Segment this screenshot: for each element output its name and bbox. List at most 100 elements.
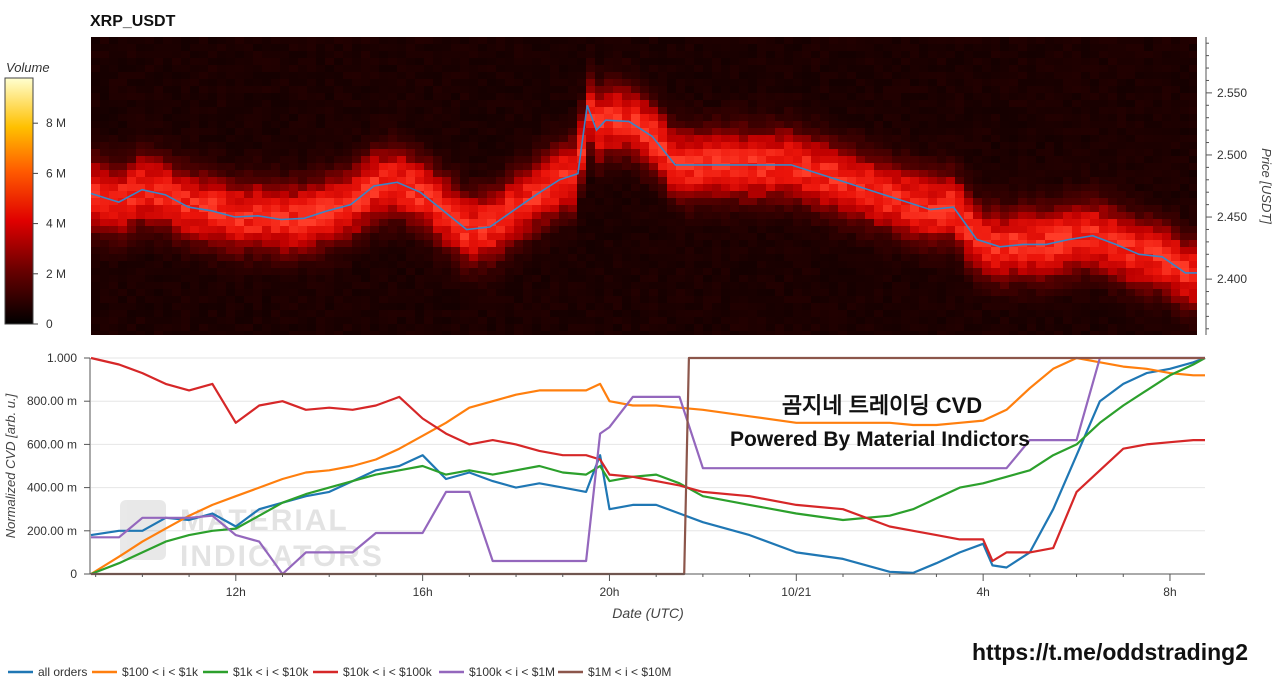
- heatmap-cell: [343, 275, 352, 282]
- heatmap-cell: [460, 275, 469, 282]
- heatmap-cell: [1027, 107, 1036, 114]
- heatmap-cell: [649, 177, 658, 184]
- heatmap-cell: [838, 289, 847, 296]
- heatmap-cell: [1126, 219, 1135, 226]
- heatmap-cell: [613, 324, 622, 331]
- heatmap-cell: [667, 219, 676, 226]
- heatmap-cell: [793, 324, 802, 331]
- heatmap-cell: [379, 79, 388, 86]
- heatmap-cell: [208, 107, 217, 114]
- heatmap-cell: [1090, 282, 1099, 289]
- heatmap-cell: [487, 212, 496, 219]
- heatmap-cell: [874, 282, 883, 289]
- heatmap-cell: [145, 205, 154, 212]
- heatmap-cell: [424, 240, 433, 247]
- heatmap-cell: [1000, 331, 1009, 335]
- heatmap-cell: [991, 212, 1000, 219]
- heatmap-cell: [1108, 212, 1117, 219]
- heatmap-cell: [505, 303, 514, 310]
- heatmap-cell: [802, 79, 811, 86]
- heatmap-cell: [883, 121, 892, 128]
- heatmap-cell: [775, 121, 784, 128]
- heatmap-cell: [748, 135, 757, 142]
- heatmap-cell: [829, 205, 838, 212]
- heatmap-cell: [514, 240, 523, 247]
- heatmap-cell: [541, 163, 550, 170]
- heatmap-cell: [640, 275, 649, 282]
- heatmap-cell: [199, 296, 208, 303]
- heatmap-cell: [280, 254, 289, 261]
- heatmap-cell: [577, 240, 586, 247]
- heatmap-cell: [640, 177, 649, 184]
- heatmap-cell: [847, 37, 856, 44]
- heatmap-cell: [1090, 198, 1099, 205]
- heatmap-cell: [712, 142, 721, 149]
- heatmap-cell: [298, 37, 307, 44]
- heatmap-cell: [685, 247, 694, 254]
- heatmap-cell: [1045, 142, 1054, 149]
- heatmap-cell: [748, 156, 757, 163]
- heatmap-cell: [1081, 72, 1090, 79]
- heatmap-cell: [748, 100, 757, 107]
- heatmap-cell: [982, 261, 991, 268]
- heatmap-cell: [658, 226, 667, 233]
- heatmap-cell: [883, 142, 892, 149]
- heatmap-cell: [1081, 79, 1090, 86]
- heatmap-cell: [757, 184, 766, 191]
- heatmap-cell: [649, 268, 658, 275]
- heatmap-cell: [127, 233, 136, 240]
- heatmap-cell: [451, 205, 460, 212]
- heatmap-cell: [334, 310, 343, 317]
- heatmap-cell: [361, 205, 370, 212]
- heatmap-cell: [919, 240, 928, 247]
- heatmap-cell: [721, 212, 730, 219]
- heatmap-cell: [433, 268, 442, 275]
- heatmap-cell: [460, 58, 469, 65]
- heatmap-cell: [1099, 100, 1108, 107]
- heatmap-cell: [712, 296, 721, 303]
- heatmap-cell: [775, 114, 784, 121]
- heatmap-cell: [172, 37, 181, 44]
- heatmap-cell: [1090, 93, 1099, 100]
- heatmap-cell: [406, 37, 415, 44]
- heatmap-cell: [811, 191, 820, 198]
- heatmap-cell: [1099, 282, 1108, 289]
- heatmap-cell: [460, 212, 469, 219]
- heatmap-cell: [910, 282, 919, 289]
- heatmap-cell: [595, 184, 604, 191]
- heatmap-cell: [415, 135, 424, 142]
- heatmap-cell: [424, 296, 433, 303]
- heatmap-cell: [820, 114, 829, 121]
- heatmap-cell: [496, 44, 505, 51]
- heatmap-cell: [820, 107, 829, 114]
- heatmap-cell: [829, 282, 838, 289]
- heatmap-cell: [1063, 44, 1072, 51]
- heatmap-cell: [1090, 44, 1099, 51]
- heatmap-cell: [901, 261, 910, 268]
- heatmap-cell: [973, 86, 982, 93]
- heatmap-cell: [1027, 289, 1036, 296]
- heatmap-cell: [811, 65, 820, 72]
- heatmap-cell: [739, 282, 748, 289]
- heatmap-cell: [892, 331, 901, 335]
- heatmap-cell: [460, 310, 469, 317]
- heatmap-cell: [1072, 268, 1081, 275]
- heatmap-cell: [883, 177, 892, 184]
- heatmap-cell: [262, 44, 271, 51]
- heatmap-cell: [1036, 135, 1045, 142]
- heatmap-cell: [298, 93, 307, 100]
- heatmap-cell: [406, 93, 415, 100]
- heatmap-cell: [406, 212, 415, 219]
- heatmap-cell: [190, 37, 199, 44]
- heatmap-cell: [235, 331, 244, 335]
- heatmap-cell: [667, 177, 676, 184]
- heatmap-cell: [478, 51, 487, 58]
- heatmap-cell: [469, 114, 478, 121]
- heatmap-cell: [937, 58, 946, 65]
- heatmap-cell: [1117, 205, 1126, 212]
- heatmap-cell: [262, 100, 271, 107]
- heatmap-cell: [1063, 282, 1072, 289]
- heatmap-cell: [109, 86, 118, 93]
- heatmap-cell: [388, 149, 397, 156]
